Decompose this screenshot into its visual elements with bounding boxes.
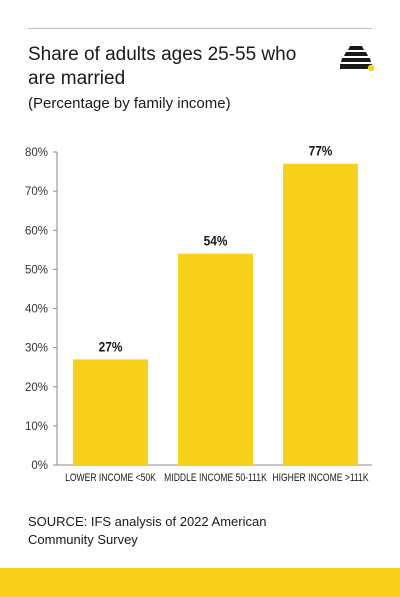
y-tick-label: 10% bbox=[25, 421, 48, 433]
y-tick-label: 60% bbox=[25, 225, 48, 237]
beehive-icon bbox=[340, 46, 375, 72]
bar bbox=[178, 253, 253, 465]
y-tick-label: 80% bbox=[25, 147, 48, 159]
y-tick-label: 20% bbox=[25, 382, 48, 394]
bottom-accent-band bbox=[0, 568, 400, 597]
source-note: SOURCE: IFS analysis of 2022 American Co… bbox=[28, 514, 267, 547]
bar-value-label: 77% bbox=[309, 143, 333, 159]
top-rule bbox=[28, 28, 372, 29]
chart-title: Share of adults ages 25-55 who are marri… bbox=[28, 44, 297, 89]
chart-subtitle: (Percentage by family income) bbox=[28, 95, 231, 112]
y-tick-label: 50% bbox=[25, 264, 48, 276]
bar bbox=[283, 163, 358, 466]
bar-chart: 0% 10% 20% 30% 40% 50% 60% 70% 80% 27% LOWER INCOM… bbox=[25, 143, 372, 484]
x-category-label: LOWER INCOME <50K bbox=[65, 472, 156, 484]
bar-value-label: 54% bbox=[204, 233, 228, 249]
y-tick-label: 30% bbox=[25, 343, 48, 355]
y-tick-label: 0% bbox=[31, 460, 48, 472]
y-tick-label: 40% bbox=[25, 304, 48, 316]
x-category-label: MIDDLE INCOME 50-111K bbox=[164, 472, 267, 484]
bar bbox=[73, 359, 148, 465]
bar-value-label: 27% bbox=[99, 338, 123, 354]
x-category-label: HIGHER INCOME >111K bbox=[272, 472, 369, 484]
y-tick-label: 70% bbox=[25, 186, 48, 198]
